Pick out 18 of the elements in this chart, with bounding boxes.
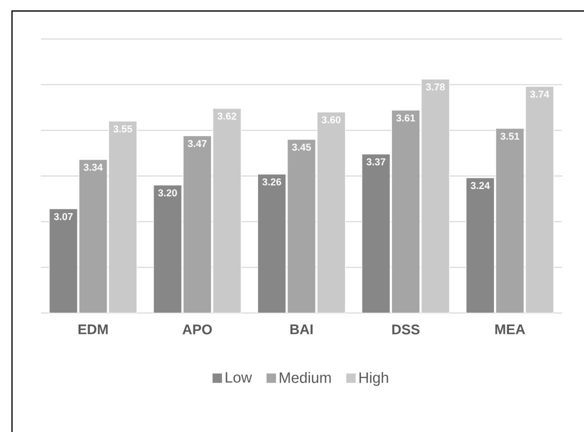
x-tick-label: BAI [290,324,313,334]
legend-label: Medium [280,372,331,383]
data-label: 3.07 [54,213,73,220]
data-label: 3.45 [292,144,311,151]
data-label: 3.37 [366,158,386,166]
data-label: 3.26 [262,178,282,186]
data-label: 3.24 [470,182,490,190]
data-label: 3.47 [188,140,207,148]
data-label: 3.20 [158,189,177,196]
x-tick-label: DSS [392,324,420,334]
legend-label: Low [226,372,252,383]
legend-label: High [360,372,388,386]
x-tick-label: MEA [495,324,526,334]
data-label: 3.34 [84,164,103,171]
x-tick-label: APO [182,324,212,334]
x-tick-label: EDM [78,324,108,334]
data-label: 3.51 [500,132,520,140]
data-label: 3.61 [396,114,416,122]
